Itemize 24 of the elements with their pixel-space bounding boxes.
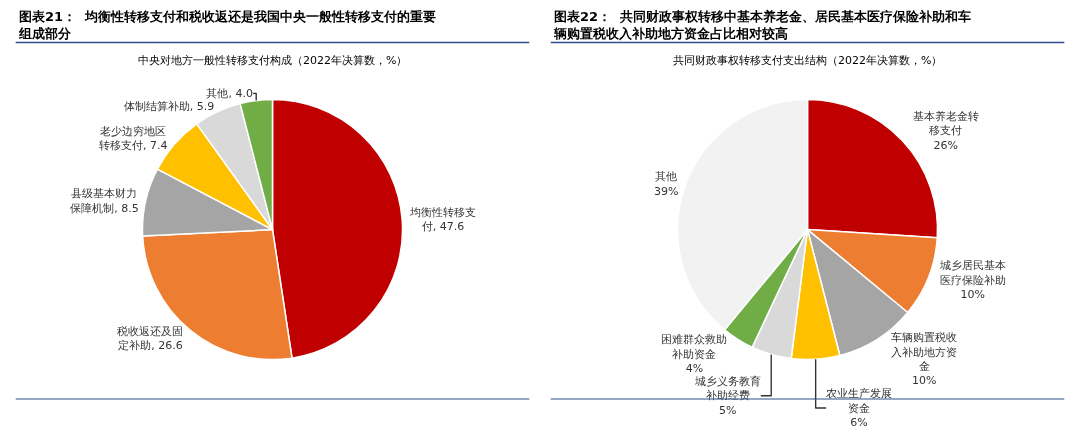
slice-label: 均衡性转移支付, 47.6	[408, 206, 476, 234]
chart-title: 图表22： 共同财政事权转移中基本养老金、居民基本医疗保险补助和车辆购置税收入补助地方资金占比相对较高	[553, 9, 972, 41]
slice-label: 困难群众救助补助资金	[661, 333, 728, 361]
slice-label: 体制结算补助, 5.9	[123, 99, 215, 113]
slice-label: 其他, 4.0	[206, 86, 253, 100]
chart-title: 图表21： 均衡性转移支付和税收返还是我国中央一般性转移支付的重要组成部分	[18, 9, 437, 41]
slice-label: 老少边穷地区转移支付, 7.4	[99, 124, 168, 152]
data-label: 10%	[960, 288, 986, 302]
slice-label: 车辆购置税收入补助地方资金	[891, 331, 958, 373]
slice-label: 农业生产发展资金	[826, 387, 893, 415]
data-label: 5%	[719, 403, 737, 417]
data-label: 6%	[850, 415, 868, 429]
data-label: 4%	[685, 361, 704, 375]
data-label: 39%	[653, 184, 679, 198]
slice-label: 县级基本财力保障机制, 8.5	[70, 187, 139, 215]
slice-label: 税收返还及固定补助, 26.6	[117, 324, 184, 353]
chart-subtitle: 共同财政事权转移支付支出结构（2022年决算数，%）	[673, 54, 943, 67]
chart-subtitle: 中央对地方一般性转移支付构成（2022年决算数，%）	[138, 54, 408, 67]
slice-label: 城乡居民基本医疗保险补助	[938, 259, 1006, 287]
data-label: 26%	[933, 138, 958, 152]
slice-label: 城乡义务教育补助经费	[693, 374, 761, 403]
slice-label: 其他	[655, 170, 678, 184]
data-label: 10%	[911, 374, 937, 388]
slice-label: 基本养老金转移支付	[912, 110, 979, 138]
